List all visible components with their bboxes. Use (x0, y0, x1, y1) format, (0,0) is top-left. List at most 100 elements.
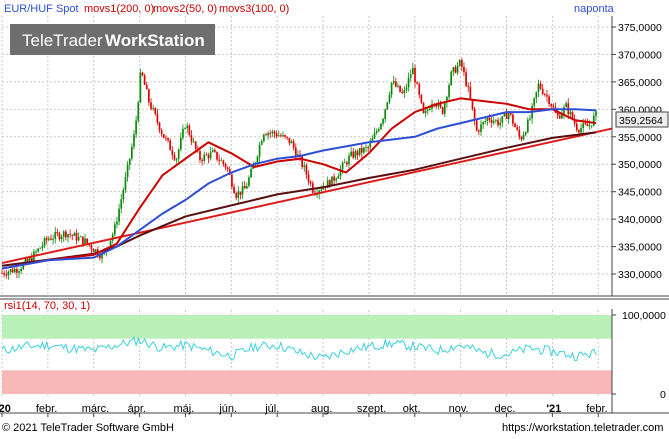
candle-body (120, 199, 123, 209)
candle-body (439, 102, 442, 108)
candle-body (211, 150, 214, 152)
candle-body (222, 160, 225, 164)
candle-body (539, 83, 542, 89)
candle-body (456, 65, 459, 73)
candle-body (544, 94, 546, 95)
candle-body (375, 131, 378, 133)
time-tick-label: jún. (218, 403, 237, 415)
candle-body (363, 147, 365, 153)
candle-body (267, 132, 269, 136)
candle-body (473, 108, 476, 121)
candle-body (224, 163, 227, 168)
time-tick-label: szept. (357, 403, 386, 415)
candle-body (497, 120, 499, 126)
candle-body (256, 156, 259, 163)
rsi-oversold-band (2, 370, 612, 394)
candle-body (128, 158, 131, 165)
candle-body (282, 135, 284, 137)
candle-body (258, 144, 261, 157)
candle-body (346, 162, 348, 165)
candle-body (478, 130, 480, 132)
candle-body (486, 117, 489, 122)
price-tick-label: 365,0000 (618, 77, 662, 89)
candle-body (92, 249, 95, 252)
candle-body (111, 234, 114, 241)
candle-body (165, 137, 167, 139)
candle-body (418, 83, 421, 95)
candle-body (101, 253, 103, 259)
candle-body (333, 176, 335, 181)
candle-body (273, 131, 276, 134)
candle-body (522, 134, 525, 140)
candle-body (394, 81, 397, 87)
footer-url: https://workstation.teletrader.com (502, 422, 663, 434)
candle-body (367, 147, 370, 149)
candle-body (369, 142, 372, 148)
candle-body (113, 224, 116, 235)
candle-body (109, 240, 112, 248)
time-tick-label: aug. (311, 403, 332, 415)
candle-body (384, 109, 387, 119)
footer-background (0, 418, 669, 434)
candle-body (77, 237, 80, 241)
candle-body (358, 147, 361, 156)
candle-body (561, 113, 563, 119)
candle-body (548, 96, 550, 105)
candle-body (328, 180, 331, 187)
candle-body (524, 132, 527, 135)
price-tick-label: 375,0000 (618, 22, 662, 34)
candle-body (160, 130, 163, 135)
time-tick-label: okt. (403, 403, 421, 415)
candle-body (580, 127, 582, 133)
candle-body (377, 129, 380, 132)
candle-body (124, 177, 127, 191)
candle-body (194, 141, 197, 149)
candle-body (343, 162, 346, 164)
candle-body (50, 238, 52, 240)
candle-body (126, 164, 129, 178)
candle-body (233, 186, 235, 194)
candle-body (399, 85, 401, 92)
candle-body (443, 102, 446, 114)
candle-body (239, 191, 242, 195)
candle-body (482, 121, 484, 125)
candle-body (469, 86, 472, 100)
candle-body (305, 165, 308, 175)
candle-body (573, 119, 576, 124)
candle-body (67, 234, 69, 238)
candle-body (575, 123, 578, 131)
candle-body (122, 190, 125, 200)
candle-body (62, 231, 65, 237)
candle-body (407, 77, 410, 88)
candle-body (169, 140, 172, 151)
candle-body (226, 167, 229, 170)
candle-body (541, 88, 544, 95)
period-label: naponta (574, 3, 615, 15)
candle-body (556, 112, 559, 116)
candle-body (292, 141, 295, 148)
candle-body (569, 111, 572, 115)
candle-body (150, 102, 152, 109)
candle-body (463, 66, 465, 73)
candle-body (237, 191, 240, 198)
legend-ma1: movs1(200, 0) (84, 3, 154, 15)
candle-body (348, 155, 350, 165)
ma-50-line (1, 97, 597, 270)
candle-body (139, 72, 142, 103)
candle-body (505, 113, 508, 120)
rsi-label: rsi1(14, 70, 30, 1) (4, 300, 90, 312)
candle-body (516, 127, 519, 130)
candle-body (94, 249, 97, 252)
candle-body (452, 67, 455, 72)
candle-body (401, 91, 404, 94)
candle-body (454, 67, 457, 73)
candle-body (563, 107, 565, 114)
candle-body (20, 269, 23, 272)
candle-body (209, 151, 212, 159)
candle-body (235, 193, 238, 198)
ma-100-line (1, 108, 596, 270)
candle-body (145, 84, 148, 90)
price-axis-area (613, 0, 669, 296)
candle-body (514, 123, 516, 128)
candle-body (546, 94, 548, 97)
